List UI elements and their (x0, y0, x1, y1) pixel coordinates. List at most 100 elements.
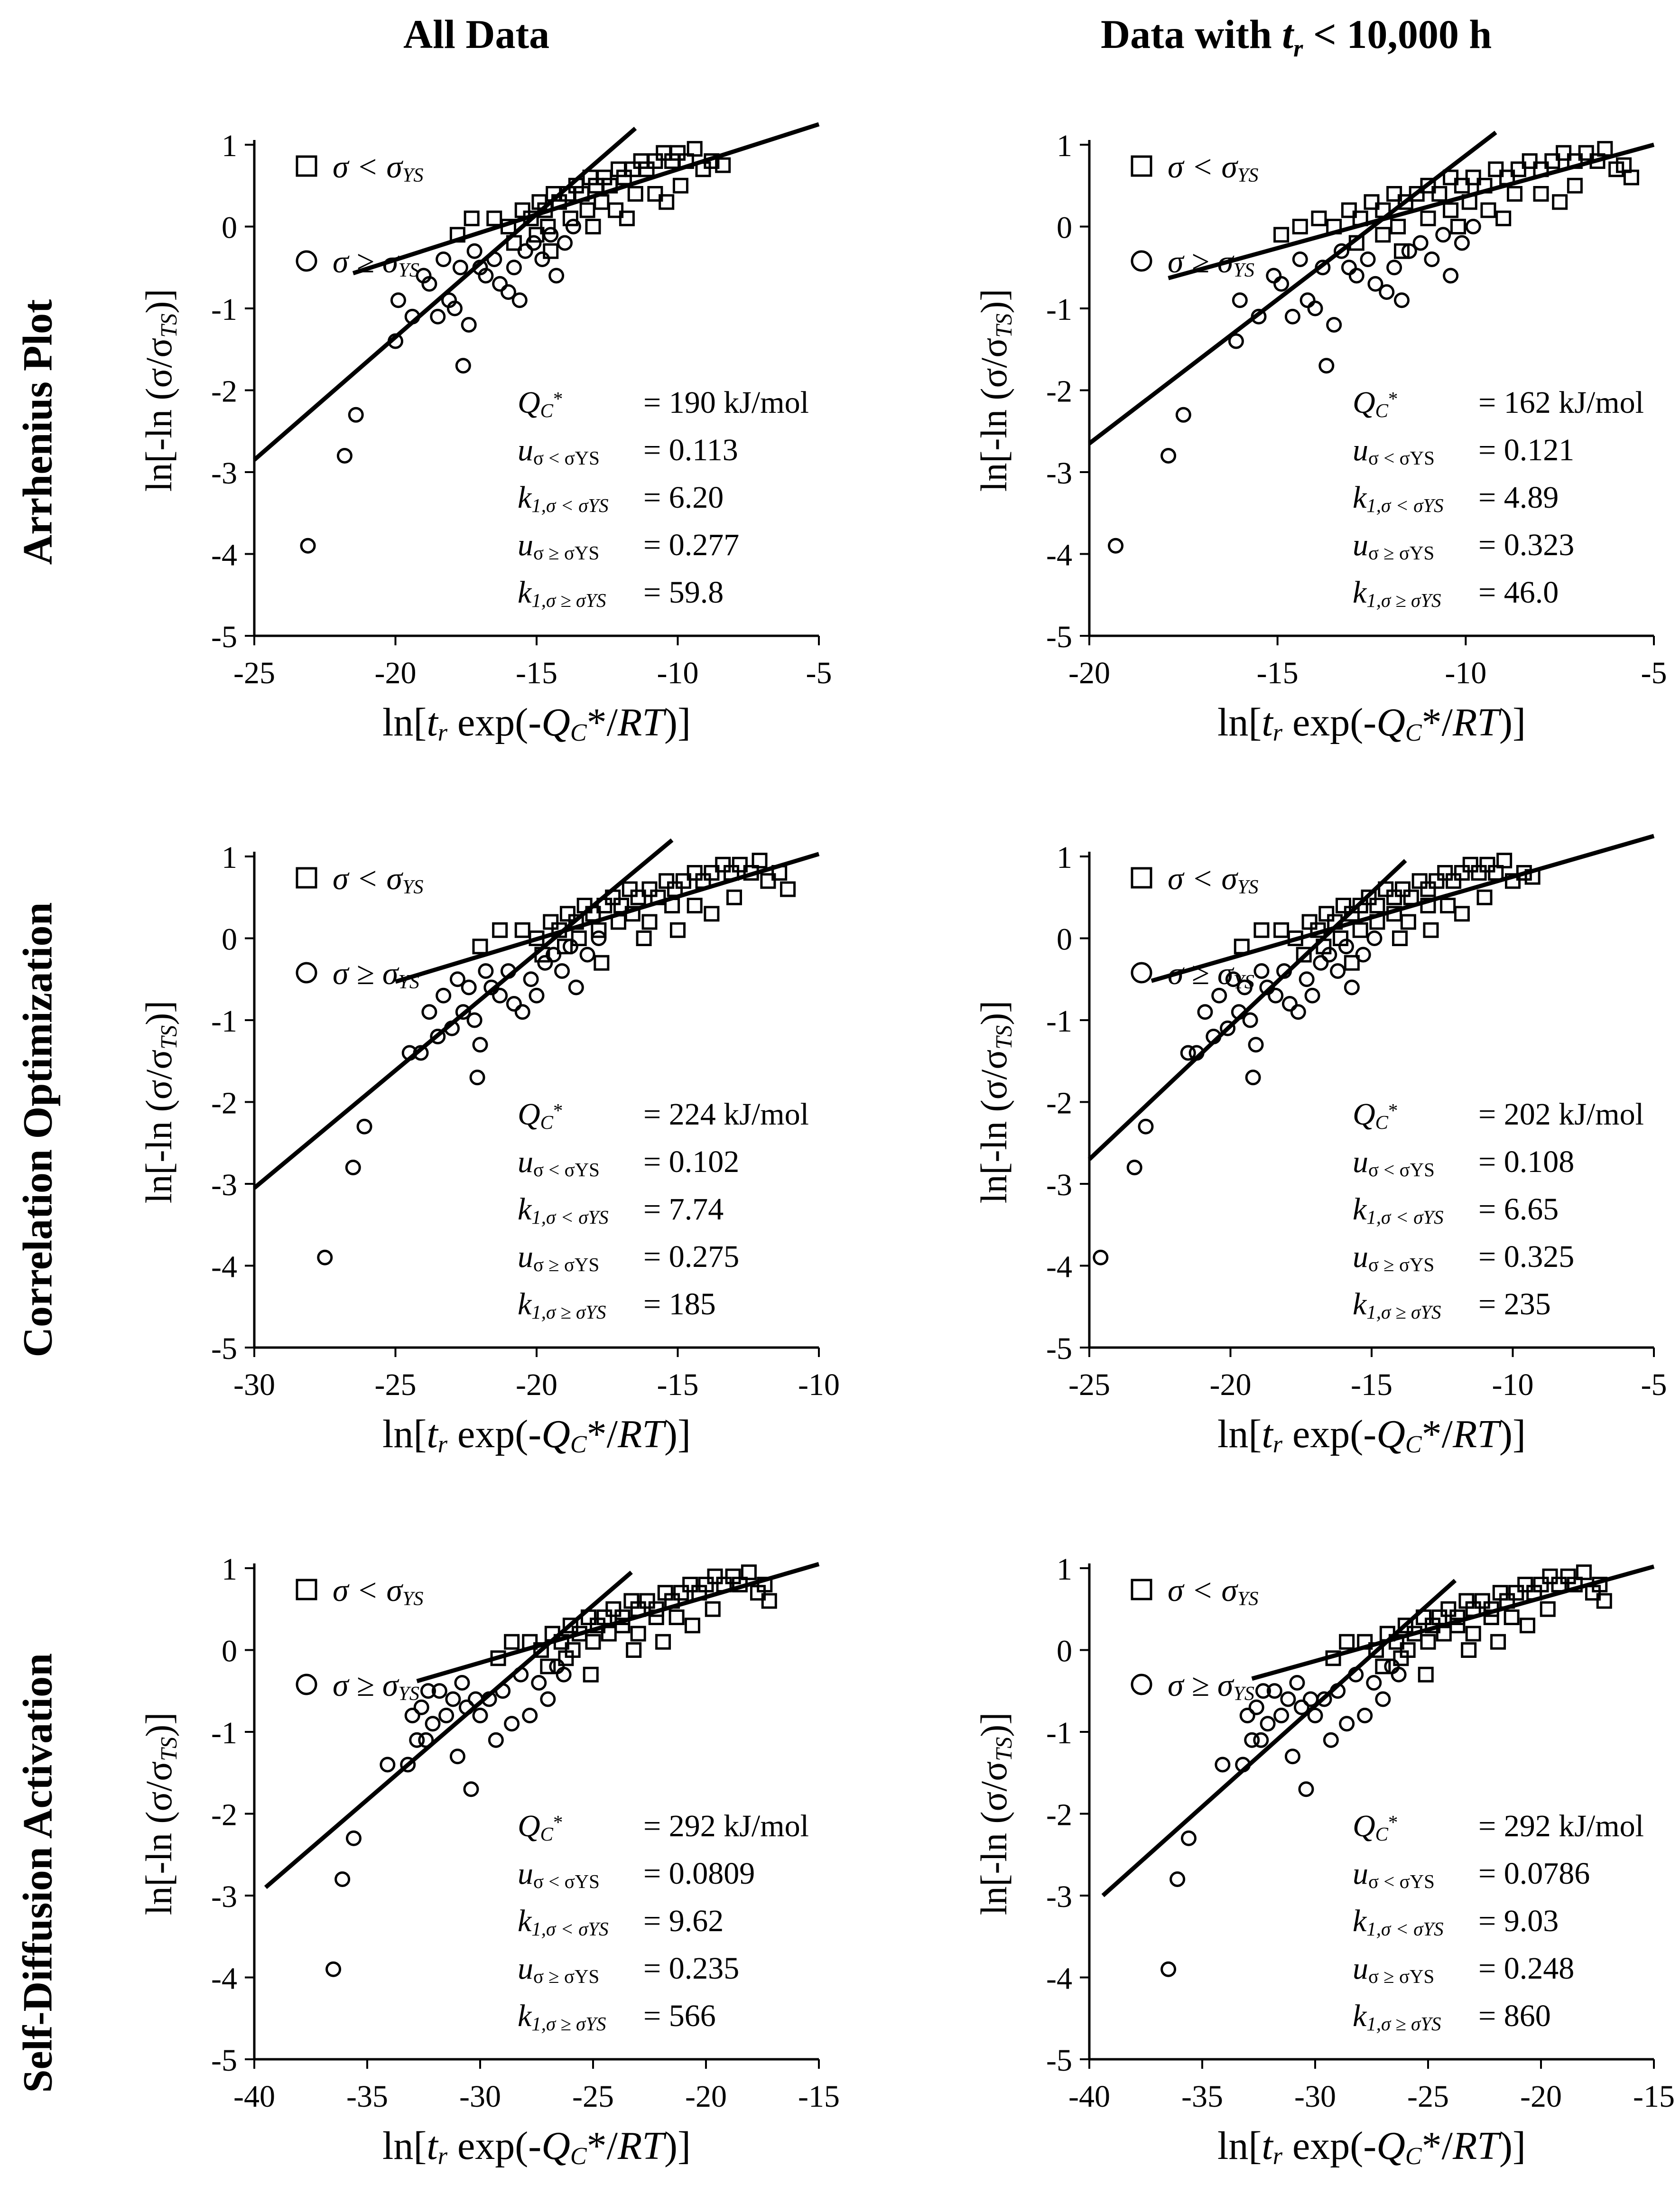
point-circle (1348, 268, 1364, 284)
y-tick-label: 1 (1057, 1552, 1072, 1587)
point-square (534, 947, 550, 963)
point-circle (1330, 1683, 1346, 1699)
point-square (636, 930, 652, 946)
y-tick-label: -1 (1046, 292, 1072, 327)
legend-above-yield-label: σ ≥ σYS​ (333, 1667, 419, 1705)
param-value: = 224 kJ/mol (643, 1097, 809, 1132)
point-square (760, 873, 776, 889)
param-value: = 162 kJ/mol (1478, 385, 1644, 420)
point-square (1253, 922, 1270, 938)
point-square (506, 235, 522, 251)
point-square (1388, 1634, 1404, 1650)
point-circle (537, 955, 553, 971)
point-circle (461, 979, 477, 995)
point-square (1397, 1618, 1413, 1634)
point-square (626, 1642, 642, 1658)
point-square (1311, 210, 1327, 226)
point-square (551, 194, 567, 210)
point-square (659, 194, 675, 210)
legend-below-yield-label: σ < σYS​ (1168, 860, 1259, 898)
point-square (596, 898, 613, 913)
point-circle (1180, 1830, 1197, 1846)
point-circle (1454, 235, 1470, 251)
point-circle (1391, 1666, 1407, 1683)
param-label-u-below: uσ < σYS​ (518, 433, 600, 469)
param-label-k-above: k1,σ ≥ σYS​ (518, 575, 606, 611)
column-title-subset-var: t (1282, 11, 1294, 57)
point-circle (430, 308, 446, 325)
chart-svg: -5 -4 -3 -2 -1 0 1 -40 -35 -30 -25 -20 -15 ln[-ln (σ/… (973, 1552, 1675, 2170)
point-circle (557, 235, 573, 251)
param-value: = 202 kJ/mol (1478, 1097, 1644, 1132)
point-square (1552, 194, 1568, 210)
point-square (757, 1577, 773, 1592)
point-circle (1126, 1160, 1142, 1175)
point-circle (466, 243, 483, 259)
point-circle (492, 987, 508, 1004)
point-square (1474, 1593, 1490, 1609)
point-circle (1160, 1961, 1177, 1977)
x-tick-label: -20 (685, 2079, 727, 2114)
point-circle (1338, 939, 1354, 955)
x-axis-label: ln[tr​ exp(-QC​*/RT)] (1217, 1412, 1526, 1458)
y-axis-label: ln[-ln (σ/σTS​)] (138, 1712, 182, 1916)
point-square (1483, 1609, 1499, 1625)
point-square (486, 210, 502, 226)
point-square (1479, 856, 1495, 873)
point-circle (501, 963, 516, 979)
column-title-all-data: All Data (403, 11, 550, 57)
fit-line-below-yield (395, 852, 820, 984)
point-circle (1339, 1716, 1355, 1732)
point-square (1406, 1626, 1422, 1642)
param-label-u-above: uσ ≥ σYS​ (518, 528, 599, 564)
point-square (605, 1601, 622, 1617)
point-square (687, 898, 703, 913)
point-circle (1266, 1683, 1282, 1699)
point-square (752, 853, 768, 869)
y-tick-label: -2 (211, 1798, 237, 1832)
x-tick-label: -25 (375, 1367, 417, 1402)
legend-circle-marker (296, 1674, 317, 1695)
panel-correlation-all: -5 -4 -3 -2 -1 0 1 -30 -25 -20 -15 -10 ln[-ln (σ/σTS… (81, 788, 849, 1499)
point-circle (449, 971, 465, 987)
point-square (614, 1609, 631, 1625)
param-label-q: QC​*​ (1353, 385, 1398, 421)
point-square (1462, 856, 1478, 873)
point-circle (472, 1708, 488, 1723)
param-value: = 0.0809 (643, 1856, 755, 1891)
y-axis-label: ln[-ln (σ/σTS​)] (973, 289, 1017, 492)
param-value: = 185 (643, 1287, 716, 1321)
point-circle (466, 1012, 483, 1028)
y-tick-label: 0 (222, 1634, 237, 1669)
legend-square-marker (1131, 155, 1152, 177)
y-axis-label: ln[-ln (σ/σTS​)] (138, 1001, 182, 1204)
fit-line-above-yield (253, 838, 674, 1190)
point-circle (1465, 219, 1481, 234)
point-square (1508, 1585, 1524, 1601)
point-circle (1326, 317, 1342, 333)
point-circle (1307, 1708, 1323, 1723)
point-circle (1316, 1691, 1332, 1707)
param-value: = 292 kJ/mol (643, 1809, 809, 1843)
point-square (695, 161, 711, 177)
point-circle (1280, 1691, 1296, 1707)
point-square (1524, 869, 1541, 885)
point-square (1454, 865, 1470, 881)
param-value: = 6.20 (643, 480, 724, 515)
point-square (1488, 161, 1504, 177)
point-square (514, 922, 530, 938)
x-axis-label: ln[tr​ exp(-QC​*/RT)] (382, 1412, 691, 1458)
y-tick-label: 0 (222, 211, 237, 245)
point-square (1327, 914, 1343, 930)
point-square (540, 219, 556, 234)
point-square (540, 1658, 556, 1674)
point-square (557, 939, 573, 955)
point-circle (445, 1691, 461, 1707)
point-square (1516, 865, 1532, 881)
point-circle (1357, 1708, 1373, 1723)
point-square (1344, 955, 1360, 971)
point-circle (1443, 268, 1459, 284)
point-square (672, 177, 688, 194)
x-tick-label: -20 (375, 656, 417, 690)
point-circle (1268, 987, 1284, 1004)
